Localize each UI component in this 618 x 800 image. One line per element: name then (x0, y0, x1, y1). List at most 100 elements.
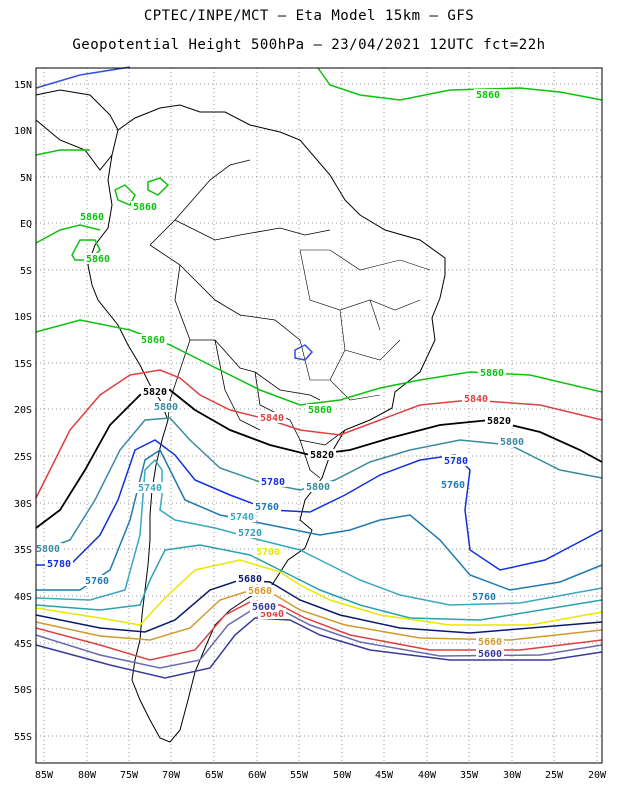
lon-tick-label: 45W (375, 770, 394, 781)
contour-label: 5800 (36, 544, 60, 555)
contour-label-bg (259, 476, 287, 487)
contour-label: 5720 (238, 528, 262, 539)
lat-tick-label: 55S (14, 732, 32, 743)
contour-5640 (35, 601, 603, 661)
contour-label: 5740 (230, 512, 254, 523)
lon-tick-label: 50W (333, 770, 352, 781)
chart-title: CPTEC/INPE/MCT – Eta Model 15km – GFS (143, 8, 475, 24)
map-frame (35, 67, 603, 764)
contour-label: 5760 (85, 576, 109, 587)
contour-5860-blob2 (147, 177, 170, 196)
contour-label-bg (308, 449, 336, 460)
contour-5660 (35, 591, 603, 641)
contour-label-bg (83, 575, 111, 586)
lat-tick-label: 25S (14, 452, 32, 463)
contour-label-bg (306, 404, 334, 415)
contour-5700 (35, 559, 603, 626)
contour-layer (35, 66, 603, 679)
contour-label: 5740 (138, 483, 162, 494)
contour-label: 5800 (500, 437, 524, 448)
lon-tick-label: 55W (290, 770, 309, 781)
contour-label-bg (139, 334, 167, 345)
contour-label: 5660 (478, 637, 502, 648)
lat-tick-label: 35S (14, 545, 32, 556)
contour-5860-south (35, 319, 603, 406)
lat-tick-label: 5N (20, 173, 32, 184)
lat-tick-label: 10N (14, 126, 32, 137)
contour-label-bg (498, 436, 526, 447)
contour-label: 5860 (86, 254, 110, 265)
contour-label: 5600 (478, 649, 502, 660)
contour-label: 5860 (476, 90, 500, 101)
contour-label-bg (246, 585, 274, 596)
contour-label: 5760 (472, 592, 496, 603)
lon-tick-label: 75W (120, 770, 139, 781)
contour-label-bg (258, 412, 286, 423)
lat-tick-label: 5S (20, 266, 32, 277)
contour-label-bg (474, 89, 502, 100)
lat-tick-label: 15N (14, 80, 32, 91)
contour-label: 5700 (256, 547, 280, 558)
contour-label-bg (45, 558, 73, 569)
lon-tick-label: 35W (460, 770, 479, 781)
contour-labels: 5860 5860 5860 5860 5860 5860 5860 5840 5840 5820… (34, 89, 526, 660)
contour-5600 (35, 617, 603, 679)
contour-label-bg (485, 415, 513, 426)
south-america-coastline (87, 104, 446, 743)
contour-label: 5600 (252, 602, 276, 613)
contour-label-bg (141, 386, 169, 397)
contour-label-bg (250, 601, 278, 612)
lon-tick-label: 70W (162, 770, 181, 781)
contour-label-bg (462, 393, 490, 404)
contour-label: 5780 (261, 477, 285, 488)
contour-5880-nw (35, 66, 131, 89)
contour-label: 5840 (464, 394, 488, 405)
contour-label: 5800 (306, 482, 330, 493)
contour-label: 5820 (310, 450, 334, 461)
contour-5860-west (35, 149, 90, 156)
lon-tick-label: 85W (35, 770, 54, 781)
contour-label-bg (236, 573, 264, 584)
lon-tick-label: 30W (503, 770, 522, 781)
contour-label-bg (228, 511, 256, 522)
contour-label-bg (78, 211, 106, 222)
contour-label: 5640 (260, 609, 284, 620)
contour-label-bg (236, 527, 264, 538)
lat-tick-label: 30S (14, 499, 32, 510)
contour-label-bg (136, 482, 164, 493)
contour-label: 5860 (308, 405, 332, 416)
contour-label: 5860 (80, 212, 104, 223)
country-borders (149, 159, 346, 479)
contour-label: 5800 (154, 402, 178, 413)
lon-tick-label: 60W (248, 770, 267, 781)
contour-label-bg (476, 648, 504, 659)
contour-5760 (36, 448, 603, 591)
contour-label: 5820 (143, 387, 167, 398)
contour-label: 5860 (480, 368, 504, 379)
lat-tick-label: 45S (14, 639, 32, 650)
lat-tick-label: 10S (14, 312, 32, 323)
contour-label: 5760 (441, 480, 465, 491)
contour-label: 5820 (487, 416, 511, 427)
contour-label-bg (34, 543, 62, 554)
contour-label: 5860 (141, 335, 165, 346)
contour-5860-north (317, 67, 603, 101)
contour-5860-blob1 (114, 184, 136, 206)
lat-tick-label: 15S (14, 359, 32, 370)
contour-label-bg (152, 401, 180, 412)
contour-5840 (35, 369, 603, 499)
axis-labels: 85W 80W 75W 70W 65W 60W 55W 50W 45W 40W 35W 30W 25W 2… (14, 80, 607, 781)
lon-tick-label: 40W (418, 770, 437, 781)
contour-5880-blob (294, 344, 314, 361)
contour-5860-eq (35, 224, 101, 261)
contour-label: 5860 (133, 202, 157, 213)
chart-subtitle: Geopotential Height 500hPa – 23/04/2021 … (72, 37, 546, 53)
lon-tick-label: 65W (205, 770, 224, 781)
contour-label-bg (470, 591, 498, 602)
contour-label-bg (254, 546, 282, 557)
contour-label-bg (253, 501, 281, 512)
contour-5780 (36, 439, 603, 571)
state-borders (299, 249, 431, 401)
contour-label-bg (304, 481, 332, 492)
contour-5740 (35, 458, 603, 606)
